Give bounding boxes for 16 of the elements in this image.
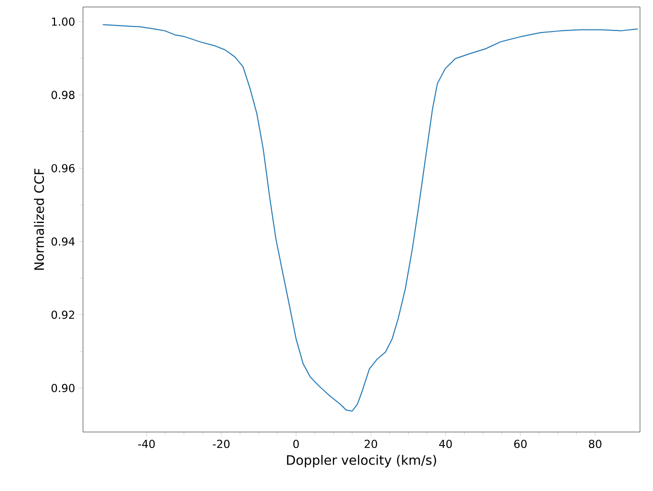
line-series: [102, 24, 638, 412]
x-tick-label: 80: [588, 440, 602, 448]
y-tick-label: 0.94: [52, 237, 75, 246]
x-axis-title: Doppler velocity (km/s): [287, 454, 436, 468]
x-tick-label: 40: [439, 440, 452, 448]
y-tick-label: 0.98: [52, 90, 74, 100]
y-tick-label: 0.92: [52, 310, 74, 319]
x-tick-label: 20: [364, 440, 378, 448]
x-tick-label: 0: [293, 440, 299, 448]
y-tick-label: 1.00: [52, 18, 74, 26]
x-tick-label: -40: [138, 440, 155, 448]
y-tick-label: 0.90: [52, 384, 74, 392]
y-tick-label: 0.96: [52, 164, 75, 172]
x-tick-label: 60: [514, 440, 527, 448]
y-axis-title: Normalized CCF: [34, 168, 44, 270]
x-tick-label: -20: [212, 440, 230, 448]
